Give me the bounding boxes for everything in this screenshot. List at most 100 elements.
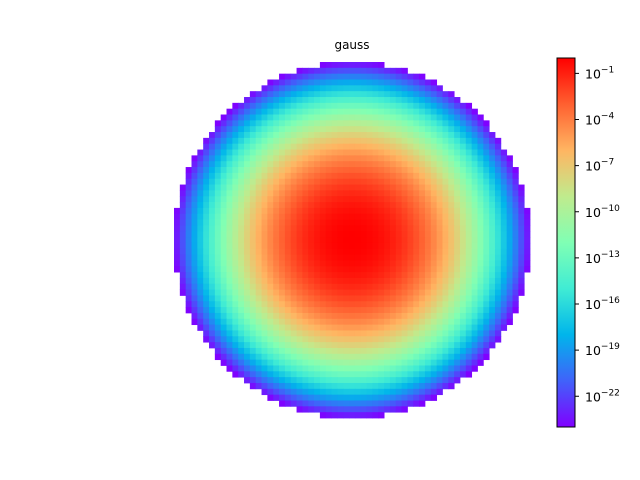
heatmap-cell — [319, 382, 327, 390]
heatmap-cell — [436, 120, 443, 127]
heatmap-cell — [185, 184, 192, 191]
heatmap-cell — [290, 172, 297, 180]
heatmap-cell — [465, 336, 473, 343]
heatmap-cell — [244, 359, 251, 366]
heatmap-cell — [325, 213, 332, 220]
heatmap-cell — [354, 371, 362, 378]
heatmap-cell — [419, 266, 426, 273]
heatmap-cell — [477, 342, 484, 349]
heatmap-cell — [459, 307, 467, 314]
heatmap-cell — [337, 213, 344, 220]
heatmap-cell — [477, 120, 484, 127]
heatmap-cell — [366, 242, 373, 250]
heatmap-cell — [413, 242, 420, 250]
heatmap-cell — [401, 207, 408, 215]
heatmap-cell — [349, 382, 356, 390]
heatmap-cell — [459, 312, 467, 320]
heatmap-cell — [331, 213, 338, 220]
heatmap-cell — [465, 137, 473, 145]
heatmap-cell — [389, 126, 397, 133]
heatmap-cell — [442, 167, 449, 174]
heatmap-cell — [430, 97, 438, 104]
heatmap-cell — [232, 365, 239, 372]
heatmap-cell — [249, 120, 257, 127]
heatmap-cell — [471, 167, 478, 174]
heatmap-cell — [296, 213, 303, 220]
heatmap-cell — [477, 248, 484, 255]
heatmap-cell — [191, 225, 198, 232]
heatmap-cell — [279, 289, 286, 296]
heatmap-cell — [232, 196, 239, 203]
heatmap-cell — [302, 365, 309, 372]
heatmap-cell — [290, 277, 297, 285]
heatmap-cell — [448, 359, 455, 366]
heatmap-cell — [454, 248, 461, 255]
heatmap-cell — [284, 167, 292, 174]
heatmap-cell — [407, 312, 414, 320]
heatmap-cell — [384, 382, 391, 390]
heatmap-cell — [232, 272, 239, 279]
heatmap-cell — [413, 219, 420, 226]
heatmap-cell — [214, 312, 222, 320]
heatmap-cell — [220, 143, 227, 150]
heatmap-cell — [185, 254, 192, 261]
heatmap-cell — [255, 312, 262, 320]
heatmap-cell — [191, 190, 198, 197]
heatmap-cell — [465, 266, 473, 273]
heatmap-cell — [366, 248, 373, 255]
heatmap-cell — [203, 289, 210, 296]
heatmap-cell — [343, 73, 350, 80]
heatmap-cell — [384, 283, 391, 291]
heatmap-cell — [343, 237, 350, 244]
heatmap-cell — [279, 371, 286, 378]
heatmap-cell — [489, 231, 496, 238]
heatmap-cell — [500, 225, 508, 232]
heatmap-cell — [314, 207, 321, 215]
heatmap-cell — [436, 161, 443, 168]
heatmap-cell — [279, 359, 286, 366]
heatmap-cell — [314, 213, 321, 220]
heatmap-cell — [302, 202, 309, 209]
heatmap-cell — [319, 114, 327, 121]
heatmap-cell — [413, 301, 420, 308]
heatmap-cell — [203, 254, 210, 261]
heatmap-cell — [360, 149, 367, 156]
heatmap-cell — [407, 400, 414, 407]
heatmap-cell — [389, 225, 397, 232]
heatmap-cell — [354, 91, 362, 98]
heatmap-cell — [483, 266, 490, 273]
heatmap-cell — [401, 406, 408, 413]
heatmap-cell — [395, 225, 403, 232]
heatmap-cell — [232, 213, 239, 220]
heatmap-cell — [372, 62, 379, 69]
heatmap-cell — [389, 307, 397, 314]
heatmap-cell — [343, 97, 350, 104]
heatmap-cell — [331, 219, 338, 226]
heatmap-cell — [477, 207, 484, 215]
heatmap-cell — [220, 347, 227, 355]
heatmap-cell — [273, 248, 280, 255]
heatmap-cell — [197, 149, 204, 156]
heatmap-cell — [477, 295, 484, 302]
heatmap-cell — [378, 219, 385, 226]
heatmap-cell — [238, 266, 245, 273]
heatmap-cell — [395, 330, 403, 337]
heatmap-cell — [500, 161, 508, 168]
heatmap-cell — [179, 231, 187, 238]
heatmap-cell — [524, 266, 531, 273]
heatmap-cell — [477, 219, 484, 226]
heatmap-cell — [372, 412, 379, 419]
heatmap-cell — [448, 260, 455, 267]
heatmap-cell — [465, 155, 473, 162]
heatmap-cell — [465, 167, 473, 174]
heatmap-cell — [209, 149, 216, 156]
heatmap-cell — [419, 260, 426, 267]
heatmap-cell — [331, 237, 338, 244]
heatmap-cell — [401, 225, 408, 232]
heatmap-cell — [384, 85, 391, 92]
heatmap-cell — [191, 207, 198, 215]
heatmap-cell — [489, 172, 496, 180]
chart-title: gauss — [334, 38, 369, 52]
heatmap-cell — [319, 155, 327, 162]
heatmap-cell — [471, 359, 478, 366]
